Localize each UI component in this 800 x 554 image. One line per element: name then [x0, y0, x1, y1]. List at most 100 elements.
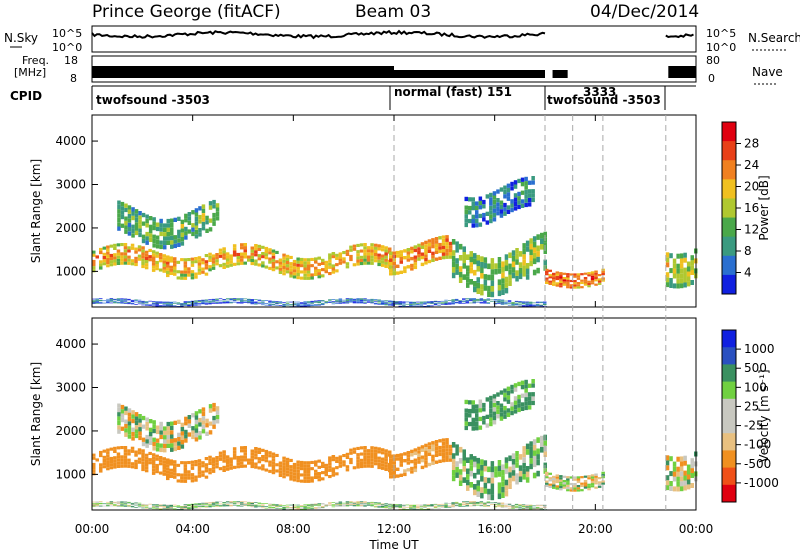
velocity-cell	[548, 483, 552, 486]
velocity-cell	[145, 417, 149, 422]
power-cell	[180, 303, 184, 305]
velocity-cell	[187, 476, 191, 480]
power-cell	[328, 299, 332, 300]
power-cell	[399, 270, 403, 274]
velocity-cell	[184, 434, 188, 439]
power-cell	[431, 241, 435, 245]
power-cell	[455, 241, 459, 247]
power-cell	[528, 302, 533, 304]
power-cell	[440, 303, 445, 305]
velocity-cell	[497, 471, 502, 477]
velocity-cell	[676, 486, 680, 492]
velocity-cell	[597, 481, 602, 484]
power-cell	[158, 256, 163, 260]
velocity-cell	[176, 463, 181, 467]
velocity-cell	[155, 442, 160, 448]
velocity-cell	[409, 504, 413, 506]
power-cell	[528, 306, 533, 307]
velocity-cell	[462, 460, 466, 467]
velocity-cell	[173, 469, 177, 473]
velocity-cell	[296, 509, 300, 510]
velocity-cell	[328, 505, 332, 506]
velocity-cell	[187, 507, 191, 509]
power-cell	[151, 262, 156, 266]
power-cell	[497, 268, 502, 274]
power-cell	[166, 302, 170, 304]
power-cell	[510, 186, 514, 191]
velocity-cell	[278, 504, 283, 506]
power-cell	[413, 248, 418, 253]
velocity-cell	[532, 507, 536, 509]
power-cell	[123, 298, 128, 300]
power-cell	[499, 187, 504, 192]
velocity-cell	[211, 504, 216, 506]
power-cell	[197, 256, 202, 260]
power-cell	[513, 184, 518, 189]
velocity-cell	[451, 504, 455, 506]
velocity-cell	[482, 402, 486, 408]
power-cell	[191, 223, 195, 228]
power-cell	[120, 206, 125, 211]
velocity-cell	[349, 451, 353, 455]
power-cell	[487, 274, 491, 281]
power-cell	[166, 301, 170, 303]
velocity-cell	[148, 503, 152, 505]
velocity-cell	[377, 504, 381, 505]
power-cell	[120, 223, 125, 228]
velocity-cell	[177, 441, 181, 446]
velocity-cell	[504, 490, 509, 497]
power-cell	[559, 283, 563, 286]
power-cell	[169, 304, 173, 306]
power-cell	[349, 298, 353, 300]
velocity-cell	[447, 506, 452, 508]
power-cell	[373, 243, 378, 247]
power-cell	[451, 302, 455, 303]
power-cell	[113, 299, 117, 301]
power-cell	[148, 229, 153, 234]
velocity-cell	[583, 484, 588, 487]
velocity-cell	[138, 422, 142, 427]
velocity-cell	[116, 458, 121, 462]
velocity-cell	[264, 449, 269, 453]
velocity-cell	[540, 447, 544, 453]
power-cell	[416, 303, 420, 304]
velocity-cell	[190, 476, 195, 480]
velocity-cell	[686, 469, 691, 475]
power-cell	[261, 301, 265, 303]
velocity-cell	[489, 408, 493, 414]
velocity-cell	[476, 491, 480, 497]
x-tick-label: 16:00	[477, 522, 512, 536]
power-cell	[173, 269, 177, 273]
velocity-cell	[504, 505, 508, 507]
velocity-cell	[511, 505, 515, 506]
velocity-cell	[555, 476, 560, 479]
power-cell	[310, 305, 314, 307]
power-cell	[487, 291, 491, 297]
velocity-cell	[328, 475, 332, 479]
velocity-cell	[352, 504, 357, 506]
velocity-cell	[552, 482, 556, 485]
velocity-cell	[208, 404, 213, 409]
velocity-cell	[399, 460, 403, 464]
velocity-cell	[527, 400, 532, 406]
velocity-cell	[338, 506, 343, 507]
power-cell	[377, 301, 381, 302]
power-cell	[92, 250, 96, 254]
velocity-cell	[123, 503, 128, 505]
velocity-cell	[225, 464, 230, 468]
velocity-cell	[419, 508, 424, 510]
velocity-cell	[268, 451, 272, 455]
velocity-cell	[503, 414, 507, 419]
power-cell	[148, 300, 152, 302]
velocity-cell	[243, 501, 247, 503]
power-cell	[576, 275, 581, 278]
velocity-cell	[306, 467, 311, 471]
power-cell	[194, 301, 198, 302]
power-cell	[665, 252, 670, 258]
power-cell	[127, 231, 132, 236]
power-cell	[506, 209, 511, 214]
velocity-cell	[583, 486, 588, 489]
velocity-cell	[120, 461, 124, 465]
velocity-cell	[356, 456, 360, 460]
velocity-cell	[398, 504, 402, 505]
